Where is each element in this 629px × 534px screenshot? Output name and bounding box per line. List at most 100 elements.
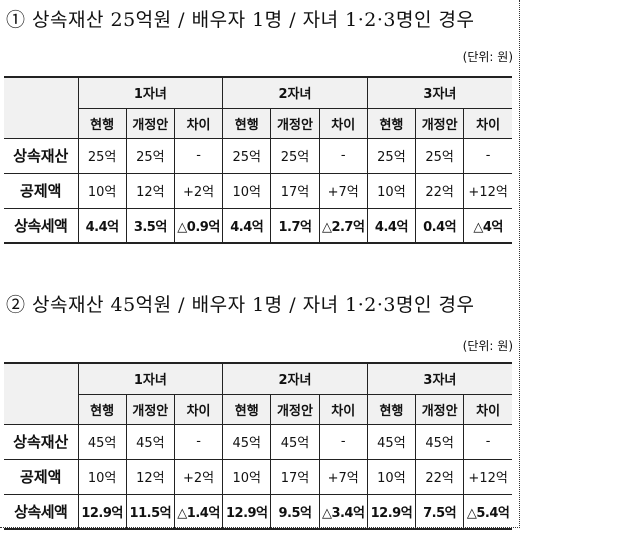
row-label: 상속재산 <box>4 423 79 460</box>
header-row: 1자녀 2자녀 3자녀 <box>4 362 512 425</box>
table-cell: - <box>173 137 224 174</box>
subheader: 현행 <box>366 393 417 425</box>
table-cell: 45억 <box>366 423 417 460</box>
table-cell: 17억 <box>270 458 320 495</box>
table-cell: 11.5억 <box>125 493 175 530</box>
table-cell: 9.5억 <box>270 493 320 530</box>
table-cell: +12억 <box>463 172 512 209</box>
subheader: 현행 <box>78 107 127 139</box>
table-cell: 1.7억 <box>270 207 320 244</box>
table-row: 상속세액 4.4억 3.5억 △0.9억 4.4억 1.7억 △2.7억 4.4억 0.4억 △4… <box>4 207 512 244</box>
table-cell: 25억 <box>222 137 272 174</box>
table-cell: 10억 <box>222 172 272 209</box>
table-cell: 22억 <box>415 172 465 209</box>
table-cell: △1.4억 <box>173 493 224 530</box>
subheader: 차이 <box>463 393 512 425</box>
table-cell: 7.5억 <box>415 493 465 530</box>
subheader: 현행 <box>78 393 127 425</box>
table-cell: 25억 <box>77 137 127 174</box>
table-cell: 45억 <box>270 423 320 460</box>
row-label: 상속세액 <box>4 207 79 244</box>
subheader: 차이 <box>173 393 224 425</box>
row-label: 상속재산 <box>4 137 79 174</box>
group-header: 2자녀 <box>222 362 368 395</box>
table-cell: 10억 <box>77 458 127 495</box>
table-row: 상속재산 45억 45억 -45억 45억 -45억 45억 - <box>4 423 512 460</box>
group-header: 3자녀 <box>366 76 512 109</box>
table-row: 공제액 10억 12억 +2억 10억 17억 +7억 10억 22억 +12억 <box>4 172 512 209</box>
table-cell: 0.4억 <box>415 207 465 244</box>
section-title: ① 상속재산 25억원 / 배우자 1명 / 자녀 1·2·3명인 경우 <box>6 9 475 31</box>
table-cell: - <box>318 137 368 174</box>
table-cell: △0.9억 <box>173 207 224 244</box>
unit-label: (단위: 원) <box>462 339 513 353</box>
table-cell: 45억 <box>125 423 175 460</box>
table-cell: - <box>173 423 224 460</box>
table-cell: 25억 <box>270 137 320 174</box>
subheader: 개정안 <box>270 393 320 425</box>
table-cell: △3.4억 <box>318 493 368 530</box>
subheader-row: 현행 개정안 차이 현행 개정안 차이 현행 개정안 차이 <box>4 393 512 425</box>
comparison-table: 1자녀 2자녀 3자녀 현행 개정안 차이 현행 개정안 차이 현행 개정안 차이 상속재산 45억 45억… <box>4 362 512 530</box>
table-cell: △5.4억 <box>463 493 512 530</box>
table-cell: 45억 <box>415 423 465 460</box>
header-row: 1자녀 2자녀 3자녀 <box>4 76 512 139</box>
subheader: 차이 <box>173 107 224 139</box>
comparison-table: 1자녀 2자녀 3자녀 현행 개정안 차이 현행 개정안 차이 현행 개정안 차이 상속재산 25억 25억… <box>4 76 512 244</box>
row-label: 공제액 <box>4 172 79 209</box>
group-header: 2자녀 <box>222 76 368 109</box>
subheader-row: 현행 개정안 차이 현행 개정안 차이 현행 개정안 차이 <box>4 107 512 139</box>
table-cell: 12.9억 <box>366 493 417 530</box>
subheader: 개정안 <box>415 107 465 139</box>
subheader: 현행 <box>222 107 272 139</box>
table-row: 상속재산 25억 25억 -25억 25억 -25억 25억 - <box>4 137 512 174</box>
row-label: 공제액 <box>4 458 79 495</box>
table-cell: 25억 <box>366 137 417 174</box>
group-header: 3자녀 <box>366 362 512 395</box>
subheader: 개정안 <box>415 393 465 425</box>
table-cell: 10억 <box>366 458 417 495</box>
table-cell: 4.4억 <box>366 207 417 244</box>
subheader: 현행 <box>222 393 272 425</box>
table-cell: 10억 <box>366 172 417 209</box>
table-cell: 10억 <box>77 172 127 209</box>
table-cell: 12억 <box>125 172 175 209</box>
table-cell: +2억 <box>173 458 224 495</box>
table-cell: 25억 <box>125 137 175 174</box>
subheader: 차이 <box>318 107 368 139</box>
subheader: 차이 <box>463 107 512 139</box>
subheader: 차이 <box>318 393 368 425</box>
table-cell: 10억 <box>222 458 272 495</box>
table-cell: +2억 <box>173 172 224 209</box>
table-cell: 17억 <box>270 172 320 209</box>
subheader: 현행 <box>366 107 417 139</box>
row-label: 상속세액 <box>4 493 79 530</box>
table-cell: 3.5억 <box>125 207 175 244</box>
table-cell: 12.9억 <box>222 493 272 530</box>
group-header: 1자녀 <box>77 76 224 109</box>
unit-label: (단위: 원) <box>462 50 513 64</box>
corner-cell <box>4 362 79 425</box>
table-cell: +7억 <box>318 172 368 209</box>
table-cell: 4.4억 <box>77 207 127 244</box>
group-header: 1자녀 <box>77 362 224 395</box>
subheader: 개정안 <box>125 107 175 139</box>
subheader: 개정안 <box>125 393 175 425</box>
subheader: 개정안 <box>270 107 320 139</box>
table-cell: △2.7억 <box>318 207 368 244</box>
table-cell: 25억 <box>415 137 465 174</box>
table-row: 공제액 10억 12억 +2억 10억 17억 +7억 10억 22억 +12억 <box>4 458 512 495</box>
table-cell: - <box>463 423 512 460</box>
table-cell: +12억 <box>463 458 512 495</box>
table-cell: 22억 <box>415 458 465 495</box>
section-title: ② 상속재산 45억원 / 배우자 1명 / 자녀 1·2·3명인 경우 <box>6 294 475 316</box>
table-cell: 12억 <box>125 458 175 495</box>
table-cell: 45억 <box>222 423 272 460</box>
table-cell: 12.9억 <box>77 493 127 530</box>
table-cell: - <box>318 423 368 460</box>
table-cell: △4억 <box>463 207 512 244</box>
table-cell: 4.4억 <box>222 207 272 244</box>
table-row: 상속세액 12.9억 11.5억 △1.4억 12.9억 9.5억 △3.4억 12.9억 7.… <box>4 493 512 530</box>
corner-cell <box>4 76 79 139</box>
table-cell: 45억 <box>77 423 127 460</box>
